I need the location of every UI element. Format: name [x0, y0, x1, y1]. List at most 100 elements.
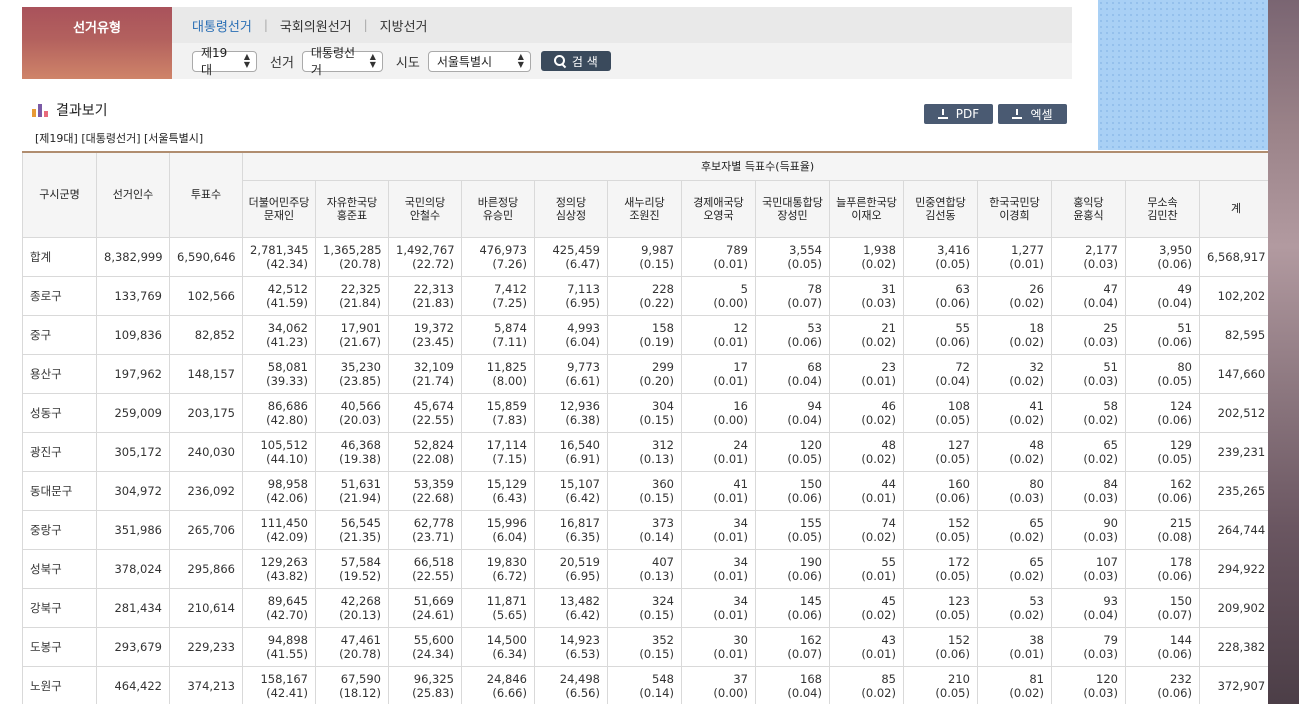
vote-count: 44 [881, 476, 896, 491]
cell-candidate-votes: 1,492,767 (22.72) [388, 236, 462, 277]
vote-count: 407 [652, 554, 674, 569]
vote-count: 65 [1103, 437, 1118, 452]
vote-rate: (0.01) [713, 256, 748, 271]
vote-count: 26 [1029, 281, 1044, 296]
header-candidate: 바른정당 유승민 [461, 179, 535, 238]
vote-count: 1,492,767 [396, 242, 455, 257]
vote-count: 16,540 [559, 437, 600, 452]
vote-rate: (6.34) [492, 646, 527, 661]
candidate-party: 정의당 [555, 195, 587, 209]
vote-count: 17,114 [486, 437, 527, 452]
vote-rate: (0.01) [713, 451, 748, 466]
tab-local[interactable]: 지방선거 [379, 19, 428, 35]
candidate-name: 오영국 [703, 208, 734, 222]
vote-rate: (0.00) [713, 295, 748, 310]
cell-candidate-votes: 93 (0.04) [1051, 587, 1126, 628]
cell-district: 중랑구 [22, 509, 97, 550]
cell-total: 202,512 [1198, 392, 1268, 433]
vote-count: 123 [948, 593, 970, 608]
cell-candidate-votes: 4,993 (6.04) [534, 314, 608, 355]
results-table-container[interactable]: 구시군명 선거인수 투표수 후보자별 득표수(득표율) 더불어민주당 문재인 자유한… [22, 151, 1268, 704]
candidate-party: 홍익당 [1073, 195, 1104, 209]
vote-rate: (22.55) [412, 412, 454, 427]
vote-count: 232 [1170, 671, 1192, 686]
vote-count: 2,781,345 [250, 242, 309, 257]
vote-count: 52,824 [413, 437, 454, 452]
table-row: 중구 109,836 82,852 34,062 (41.23) 17,901 (21.67… [22, 314, 1268, 355]
excel-download-button[interactable]: 엑셀 [998, 104, 1067, 124]
vote-count: 79 [1103, 632, 1118, 647]
vote-count: 31 [881, 281, 896, 296]
cell-candidate-votes: 152 (0.06) [903, 626, 978, 667]
vote-rate: (21.35) [339, 529, 381, 544]
vote-rate: (42.09) [266, 529, 308, 544]
cell-candidate-votes: 168 (0.04) [755, 665, 830, 704]
vote-rate: (0.03) [1083, 529, 1118, 544]
cell-voters: 305,172 [96, 431, 170, 472]
vote-count: 17 [733, 359, 748, 374]
cell-candidate-votes: 68 (0.04) [755, 353, 830, 394]
vote-count: 35,230 [340, 359, 381, 374]
tab-national-assembly[interactable]: 국회의원선거 [279, 19, 352, 35]
cell-candidate-votes: 80 (0.05) [1125, 353, 1200, 394]
cell-candidate-votes: 172 (0.05) [903, 548, 978, 589]
cell-candidate-votes: 15,129 (6.43) [461, 470, 535, 511]
vote-rate: (0.04) [787, 685, 822, 700]
vote-count: 15,107 [559, 476, 600, 491]
vote-rate: (0.04) [787, 412, 822, 427]
vote-rate: (6.04) [565, 334, 600, 349]
cell-candidate-votes: 51 (0.03) [1051, 353, 1126, 394]
header-district: 구시군명 [22, 151, 97, 238]
vote-rate: (6.66) [492, 685, 527, 700]
vote-rate: (0.02) [1009, 451, 1044, 466]
vote-count: 30 [733, 632, 748, 647]
cell-voters: 293,679 [96, 626, 170, 667]
region-select[interactable]: 서울특별시 ▲ ▼ [427, 50, 531, 72]
session-select[interactable]: 제19대 ▲ ▼ [192, 46, 257, 77]
header-total: 계 [1198, 179, 1268, 238]
vote-rate: (0.13) [639, 568, 674, 583]
tab-presidential[interactable]: 대통령선거 [192, 19, 252, 35]
vote-rate: (0.01) [861, 373, 896, 388]
search-button[interactable]: 검 색 [540, 51, 611, 71]
vote-count: 74 [881, 515, 896, 530]
cell-candidate-votes: 228 (0.22) [607, 275, 682, 316]
candidate-name: 유승민 [482, 208, 514, 222]
vote-count: 34 [733, 554, 748, 569]
cell-voters: 197,962 [96, 353, 170, 394]
filter-controls: 제19대 ▲ ▼ 선거 대통령선거 ▲ ▼ 시도 서울특별시 ▲ ▼ 검 색 [172, 43, 1072, 79]
header-candidate: 더불어민주당 문재인 [242, 179, 316, 238]
vote-count: 49 [1177, 281, 1192, 296]
cell-candidate-votes: 2,177 (0.03) [1051, 236, 1126, 277]
vote-count: 84 [1103, 476, 1118, 491]
cell-district: 동대문구 [22, 470, 97, 511]
cell-candidate-votes: 14,500 (6.34) [461, 626, 535, 667]
vote-count: 5 [740, 281, 748, 296]
cell-candidate-votes: 1,277 (0.01) [977, 236, 1052, 277]
vote-count: 120 [1096, 671, 1118, 686]
header-candidate: 민중연합당 김선동 [903, 179, 978, 238]
cell-candidate-votes: 120 (0.03) [1051, 665, 1126, 704]
cell-voters: 259,009 [96, 392, 170, 433]
cell-candidate-votes: 16,817 (6.35) [534, 509, 608, 550]
cell-candidate-votes: 49 (0.04) [1125, 275, 1200, 316]
candidate-name: 문재인 [263, 208, 295, 222]
cell-total: 372,907 [1198, 665, 1268, 704]
cell-candidate-votes: 299 (0.20) [607, 353, 682, 394]
vote-rate: (0.05) [935, 529, 970, 544]
candidate-name: 조원진 [629, 208, 660, 222]
cell-candidate-votes: 210 (0.05) [903, 665, 978, 704]
cell-candidate-votes: 38 (0.01) [977, 626, 1052, 667]
vote-rate: (0.06) [787, 334, 822, 349]
cell-votes: 6,590,646 [169, 236, 243, 277]
vote-rate: (41.59) [266, 295, 308, 310]
cell-candidate-votes: 20,519 (6.95) [534, 548, 608, 589]
vote-count: 162 [1170, 476, 1192, 491]
pdf-download-button[interactable]: PDF [924, 104, 993, 124]
election-select[interactable]: 대통령선거 ▲ ▼ [301, 46, 383, 77]
vote-rate: (0.02) [861, 607, 896, 622]
cell-voters: 133,769 [96, 275, 170, 316]
vote-rate: (0.02) [861, 256, 896, 271]
vote-rate: (0.06) [1157, 685, 1192, 700]
cell-candidate-votes: 1,365,285 (20.78) [315, 236, 389, 277]
